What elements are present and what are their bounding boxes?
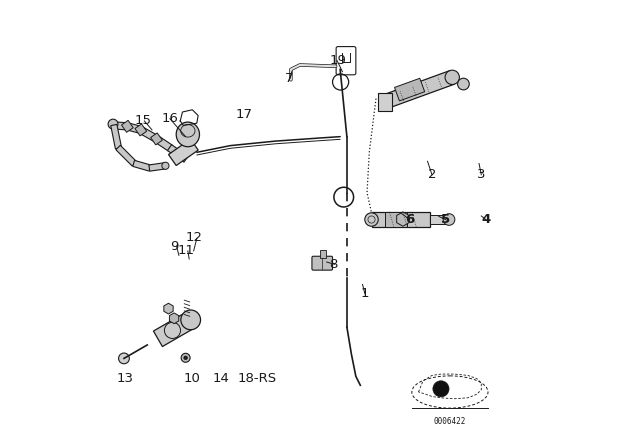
Text: 7: 7 [284, 72, 293, 85]
Circle shape [181, 310, 200, 330]
Text: 1: 1 [360, 287, 369, 300]
Bar [320, 250, 326, 258]
Bar [168, 139, 198, 165]
Text: 15: 15 [134, 114, 152, 128]
Text: 18-RS: 18-RS [237, 372, 277, 385]
FancyBboxPatch shape [149, 163, 166, 171]
Text: 3: 3 [477, 168, 486, 181]
Text: 10: 10 [184, 372, 201, 385]
FancyBboxPatch shape [126, 123, 142, 134]
Text: 12: 12 [186, 231, 203, 244]
Text: 4: 4 [481, 213, 490, 226]
FancyBboxPatch shape [116, 146, 136, 166]
Bar [135, 124, 147, 136]
FancyBboxPatch shape [312, 256, 333, 270]
FancyBboxPatch shape [113, 122, 128, 130]
Text: 6: 6 [405, 213, 414, 226]
Circle shape [184, 356, 188, 360]
Text: 13: 13 [116, 372, 134, 385]
Text: 8: 8 [329, 258, 338, 271]
Bar [385, 211, 407, 227]
Bar [371, 211, 430, 227]
Circle shape [108, 119, 118, 129]
Text: 0006422: 0006422 [434, 417, 466, 426]
Circle shape [118, 353, 129, 364]
FancyBboxPatch shape [154, 136, 172, 151]
Text: 2: 2 [428, 168, 436, 181]
FancyBboxPatch shape [168, 145, 188, 162]
Bar [383, 71, 454, 108]
Circle shape [433, 381, 449, 397]
Ellipse shape [176, 122, 200, 147]
FancyBboxPatch shape [139, 127, 159, 142]
Circle shape [458, 78, 469, 90]
Text: 19: 19 [330, 54, 346, 67]
Circle shape [443, 214, 455, 225]
Bar [122, 121, 133, 132]
Text: 16: 16 [161, 112, 179, 125]
Text: 5: 5 [441, 213, 450, 226]
Bar [378, 93, 392, 111]
Text: 14: 14 [213, 372, 230, 385]
Circle shape [162, 162, 169, 169]
Text: 17: 17 [236, 108, 252, 121]
Circle shape [181, 353, 190, 362]
Bar [154, 312, 195, 347]
Bar [394, 78, 425, 101]
Bar [430, 215, 448, 224]
FancyBboxPatch shape [133, 160, 151, 171]
Text: 9: 9 [170, 240, 179, 253]
FancyBboxPatch shape [111, 125, 122, 149]
Bar [150, 133, 163, 145]
Circle shape [445, 70, 460, 85]
Circle shape [365, 213, 378, 226]
Text: 11: 11 [177, 244, 194, 258]
